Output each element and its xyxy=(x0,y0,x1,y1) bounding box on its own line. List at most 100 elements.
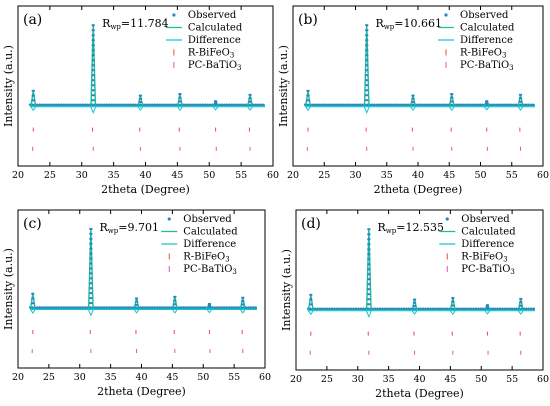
legend-marker-observed xyxy=(445,217,449,221)
x-axis-label: 2theta (Degree) xyxy=(97,385,186,398)
observed-point xyxy=(520,93,523,96)
observed-point xyxy=(368,243,371,246)
legend-label-difference: Difference xyxy=(460,35,513,46)
calculated-peak xyxy=(517,298,524,310)
observed-point xyxy=(368,263,371,266)
difference-wiggle xyxy=(90,106,97,114)
observed-point xyxy=(92,34,95,37)
observed-point xyxy=(368,233,371,236)
observed-point xyxy=(249,100,252,103)
observed-point xyxy=(249,93,252,96)
observed-point xyxy=(92,74,95,77)
observed-point xyxy=(368,298,371,301)
x-tick-label: 20 xyxy=(290,374,302,385)
observed-point xyxy=(32,297,35,300)
legend-label-rbfo: R-BiFeO3 xyxy=(188,48,234,60)
observed-point xyxy=(136,300,139,303)
observed-point xyxy=(136,297,139,300)
panel-b: 20 25 30 35 40 45 50 55 60 2theta (Degree) Intensi… xyxy=(277,5,549,196)
observed-point xyxy=(90,292,93,295)
observed-point xyxy=(414,298,417,301)
observed-point xyxy=(520,304,523,307)
difference-wiggle xyxy=(411,310,418,315)
observed-point xyxy=(92,69,95,72)
observed-point xyxy=(366,49,369,52)
observed-point xyxy=(310,303,313,306)
legend-label-difference: Difference xyxy=(188,35,241,46)
legend-label-pcbto: PC-BaTiO3 xyxy=(461,264,515,276)
calculated-peak xyxy=(411,299,418,310)
observed-point xyxy=(92,94,95,97)
observed-point xyxy=(486,304,490,307)
calculated-peak xyxy=(29,293,36,309)
x-tick-label: 25 xyxy=(44,170,56,181)
calculated-peak xyxy=(171,296,178,309)
observed-point xyxy=(520,100,523,103)
difference-wiggle xyxy=(30,106,37,112)
observed-point xyxy=(414,301,417,304)
observed-point xyxy=(366,34,369,37)
observed-point xyxy=(520,97,523,100)
legend-label-calculated: Calculated xyxy=(460,23,515,34)
observed-point xyxy=(412,100,415,104)
observed-point xyxy=(366,29,369,32)
observed-point xyxy=(32,94,36,97)
observed-point xyxy=(90,262,93,265)
difference-wiggle xyxy=(483,106,490,111)
x-tick-label: 55 xyxy=(235,170,247,181)
x-tick-label: 30 xyxy=(352,374,364,385)
observed-point xyxy=(368,268,371,271)
legend-marker-observed xyxy=(172,13,176,17)
observed-point xyxy=(90,252,93,255)
x-tick-label: 55 xyxy=(506,170,518,181)
observed-point xyxy=(92,99,95,102)
difference-wiggle xyxy=(449,310,456,315)
observed-point xyxy=(368,228,371,231)
panel-label: (b) xyxy=(298,12,318,28)
observed-point xyxy=(451,100,454,103)
difference-wiggle xyxy=(307,310,314,316)
observed-point xyxy=(90,277,93,280)
panel-a: 20 25 30 35 40 45 50 55 60 2theta (Degree) Intensi… xyxy=(2,5,279,196)
observed-point xyxy=(174,303,177,306)
observed-point xyxy=(32,99,36,102)
x-tick-label: 30 xyxy=(74,372,86,383)
observed-point xyxy=(368,238,371,241)
observed-point xyxy=(208,302,212,306)
x-tick-label: 40 xyxy=(413,374,425,385)
x-tick-label: 45 xyxy=(171,170,183,181)
observed-point xyxy=(451,92,454,96)
observed-point xyxy=(90,237,93,240)
calculated-peak xyxy=(449,297,456,310)
observed-point xyxy=(92,24,95,27)
observed-point xyxy=(366,84,369,87)
legend-label-rbfo: R-BiFeO3 xyxy=(461,252,507,264)
calculated-peak xyxy=(448,93,455,106)
observed-point xyxy=(452,296,455,300)
legend-label-pcbto: PC-BaTiO3 xyxy=(183,264,237,276)
observed-point xyxy=(366,54,369,57)
observed-point xyxy=(174,295,177,298)
x-tick-label: 35 xyxy=(383,374,395,385)
observed-point xyxy=(90,301,93,305)
difference-wiggle xyxy=(137,106,144,111)
x-tick-label: 50 xyxy=(475,374,487,385)
observed-point xyxy=(366,94,369,97)
x-tick-label: 35 xyxy=(105,372,117,383)
legend-label-pcbto: PC-BaTiO3 xyxy=(188,60,242,72)
y-axis-label: Intensity (a.u.) xyxy=(277,45,290,127)
panel-label: (a) xyxy=(23,12,42,28)
observed-point xyxy=(90,247,93,250)
panel-d: 20 25 30 35 40 45 50 55 60 2theta (Degree) Intensi… xyxy=(280,209,549,400)
observed-point xyxy=(452,300,455,303)
legend-label-observed: Observed xyxy=(461,214,510,225)
x-tick-label: 25 xyxy=(318,170,330,181)
observed-point xyxy=(368,283,371,286)
observed-point xyxy=(92,59,95,62)
difference-wiggle xyxy=(363,106,370,114)
difference-wiggle xyxy=(484,310,491,315)
legend-label-rbfo: R-BiFeO3 xyxy=(460,48,506,60)
legend-label-observed: Observed xyxy=(188,10,237,21)
legend-label-difference: Difference xyxy=(183,239,236,250)
difference-wiggle xyxy=(239,309,246,314)
